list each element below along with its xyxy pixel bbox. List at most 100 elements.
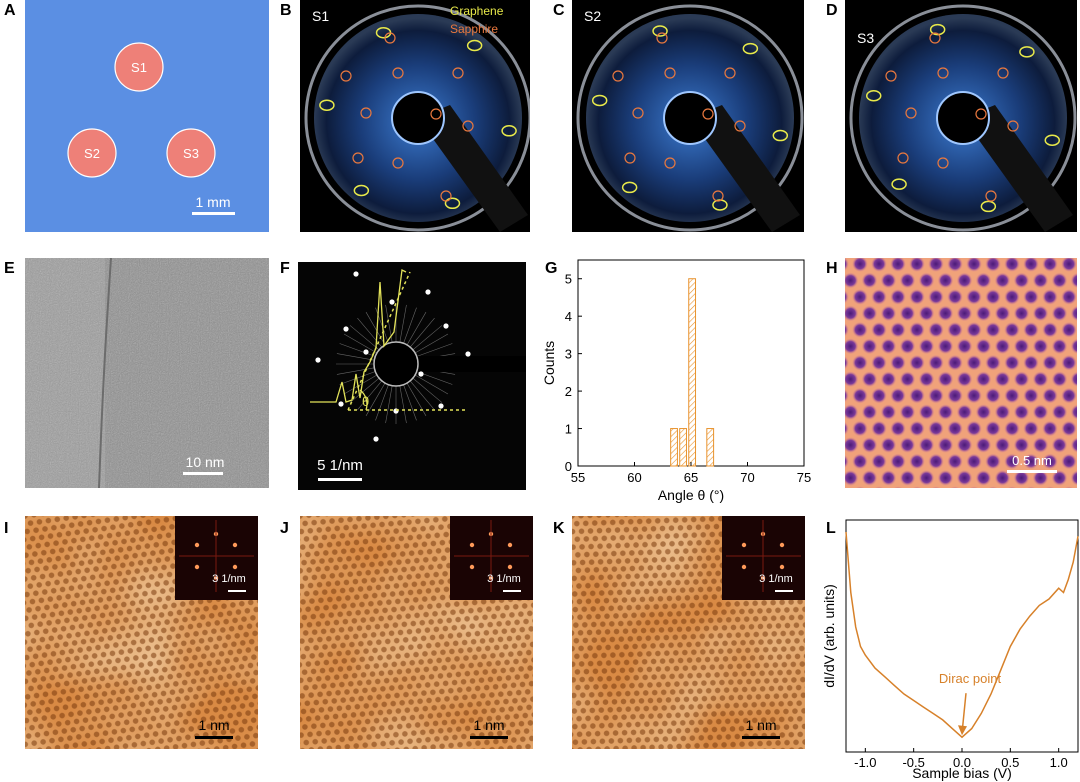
angle-label: θ xyxy=(362,394,369,409)
x-tick-label: 0.5 xyxy=(1001,755,1019,770)
panel-letter-f: F xyxy=(280,260,290,277)
scale-bar xyxy=(192,212,235,215)
sapphire-spot xyxy=(392,157,404,169)
panel-d-leed: S3 xyxy=(845,0,1077,232)
panel-letter-j: J xyxy=(280,520,289,537)
scale-bar xyxy=(742,736,780,739)
scale-label: 1 nm xyxy=(745,717,776,733)
graphene-spot xyxy=(1044,134,1061,147)
atom-lattice xyxy=(845,258,1077,488)
fft-spot xyxy=(741,542,747,548)
graphene-spot xyxy=(929,23,946,36)
panel-letter-h: H xyxy=(826,260,838,277)
panel-letter-d: D xyxy=(826,2,838,19)
panel-letter-e: E xyxy=(4,260,15,277)
sapphire-spot xyxy=(997,67,1009,79)
graphene-spot xyxy=(591,94,608,107)
graphene-spot xyxy=(501,125,517,137)
inset-scale-bar xyxy=(503,590,521,592)
graphene-spot xyxy=(980,200,997,213)
leed-label: S2 xyxy=(584,8,602,24)
histogram-bar xyxy=(670,428,678,467)
scale-bar xyxy=(1007,470,1057,473)
graphene-spot xyxy=(1019,46,1035,58)
fft-spot xyxy=(779,564,785,570)
panel-letter-b: B xyxy=(280,2,292,19)
legend-graphene: Graphene xyxy=(450,4,504,18)
inset-scale-bar xyxy=(775,590,793,592)
fft-spot xyxy=(194,564,200,570)
x-tick-label: -1.0 xyxy=(854,755,876,770)
sapphire-spot xyxy=(392,67,404,79)
leed-label: S3 xyxy=(857,30,875,46)
fft-spot xyxy=(469,564,475,570)
panel-letter-k: K xyxy=(553,520,565,537)
scale-label: 5 1/nm xyxy=(317,457,363,474)
panel-a-wafer: S1 S2 S3 1 mm xyxy=(25,0,269,232)
edge-line xyxy=(98,258,112,488)
x-tick-label: 60 xyxy=(627,470,641,485)
diffraction-spot xyxy=(315,357,321,363)
fft-spot xyxy=(779,542,785,548)
sapphire-spot xyxy=(1007,120,1019,132)
fft-spot xyxy=(469,542,475,548)
panel-letter-a: A xyxy=(4,2,16,19)
sapphire-spot xyxy=(885,70,897,82)
scale-label: 1 mm xyxy=(196,194,231,210)
y-tick-label: 1 xyxy=(565,422,572,437)
panel-i-stm: 3 1/nm 1 nm xyxy=(25,516,258,749)
x-tick-label: 55 xyxy=(571,470,585,485)
sapphire-spot xyxy=(440,190,452,202)
fft-spot xyxy=(741,564,747,570)
diffraction-spot xyxy=(363,349,369,355)
x-tick-label: 1.0 xyxy=(1050,755,1068,770)
histogram-bar xyxy=(688,278,697,467)
diffraction-spot xyxy=(343,326,349,332)
sapphire-spot xyxy=(656,32,668,44)
fft-inset: 3 1/nm xyxy=(450,516,533,600)
electron-gun-shadow xyxy=(391,91,445,145)
panel-letter-i: I xyxy=(4,520,9,537)
sample-holder xyxy=(690,105,800,232)
scale-bar xyxy=(183,472,223,475)
diffraction-spot xyxy=(443,323,449,329)
sapphire-spot xyxy=(664,157,676,169)
inset-scale-bar xyxy=(228,590,246,592)
y-tick-label: 0 xyxy=(565,459,572,474)
panel-g-histogram: 55 60 65 70 75 0 1 2 3 4 5 Angle θ (°) Counts xyxy=(540,256,820,506)
sapphire-spot xyxy=(612,70,624,82)
sapphire-spot xyxy=(384,32,396,44)
diffraction-spot xyxy=(438,403,444,409)
leed-label: S1 xyxy=(312,8,330,24)
y-tick-label: 2 xyxy=(565,384,572,399)
diffraction-spot xyxy=(418,371,424,377)
sapphire-spot xyxy=(462,120,474,132)
sapphire-spot xyxy=(712,190,724,202)
diffraction-spot xyxy=(393,408,399,414)
fft-spot xyxy=(507,564,513,570)
y-tick-label: 4 xyxy=(565,309,572,324)
sapphire-spot xyxy=(975,108,987,120)
x-tick-label: 75 xyxy=(797,470,811,485)
panel-h-stem: 0.5 nm xyxy=(845,258,1077,488)
panel-l-sts: -1.0 -0.5 0.0 0.5 1.0 Sample bias (V) dI/dV (a… xyxy=(818,512,1080,782)
sample-holder xyxy=(963,105,1073,232)
panel-e-tem: 10 nm xyxy=(25,258,269,488)
annotation-label: Dirac point xyxy=(939,671,1002,686)
fft-inset: 3 1/nm xyxy=(175,516,258,600)
fft-spot xyxy=(232,542,238,548)
electron-gun-shadow xyxy=(663,91,717,145)
fft-spot xyxy=(507,542,513,548)
graphene-spot xyxy=(444,197,461,210)
diffraction-spot xyxy=(389,299,395,305)
spot-s1-label: S1 xyxy=(131,60,147,75)
fft-spot xyxy=(232,564,238,570)
graphene-spot xyxy=(652,25,668,37)
panel-k-stm: 3 1/nm 1 nm xyxy=(572,516,805,749)
y-tick-label: 3 xyxy=(565,347,572,362)
sapphire-spot xyxy=(724,67,736,79)
sample-holder xyxy=(418,105,528,232)
scale-bar xyxy=(195,736,233,739)
spot-s2: S2 xyxy=(67,128,117,178)
sapphire-spot xyxy=(905,107,917,119)
